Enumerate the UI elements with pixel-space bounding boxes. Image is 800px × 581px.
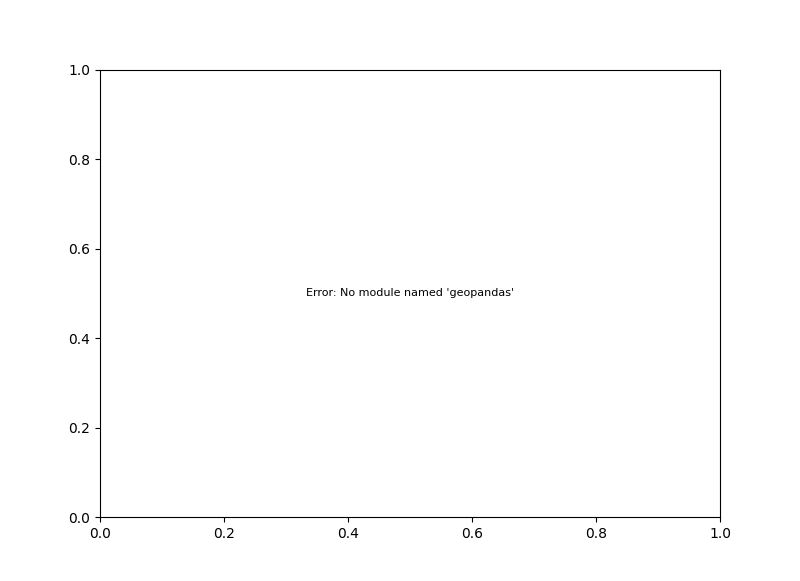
Text: Error: No module named 'geopandas': Error: No module named 'geopandas' bbox=[306, 288, 514, 299]
